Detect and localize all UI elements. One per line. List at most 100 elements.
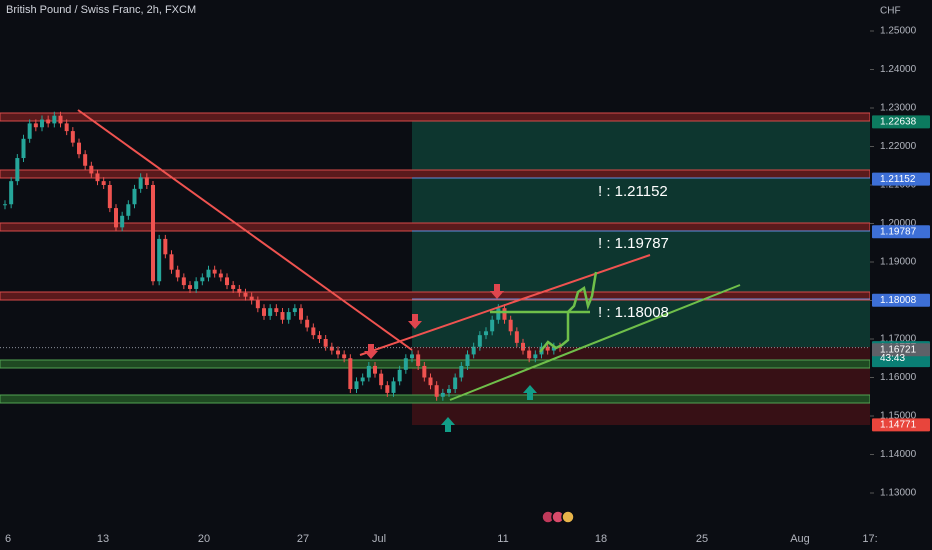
candle — [447, 389, 451, 393]
candle — [292, 308, 297, 313]
candle — [231, 285, 236, 289]
price-tag-label: 1.18008 — [880, 295, 917, 306]
candle — [545, 346, 550, 351]
candle — [422, 365, 427, 378]
candle — [262, 308, 266, 316]
candle — [323, 339, 328, 347]
resistance-zone — [0, 112, 871, 122]
price-tick-label: 1.25000 — [880, 26, 917, 37]
candle — [52, 115, 57, 124]
price-tick-label: 1.13000 — [880, 488, 917, 499]
time-tick-label: Aug — [790, 533, 810, 545]
candle — [181, 277, 186, 286]
candle — [237, 288, 242, 293]
price-tick-label: 1.15000 — [880, 411, 917, 422]
time-tick-label: 17: — [862, 533, 877, 545]
candle — [502, 308, 507, 320]
time-tick-label: 11 — [497, 533, 508, 545]
candle — [169, 254, 174, 270]
time-tick-label: 6 — [5, 533, 11, 545]
price-tag-label: 1.21152 — [880, 174, 916, 185]
candle — [114, 208, 118, 228]
candle — [514, 331, 519, 343]
price-tick-label: 1.23000 — [880, 103, 917, 114]
candle — [348, 358, 353, 390]
candle — [354, 381, 359, 390]
candle — [274, 308, 279, 313]
candle — [77, 142, 81, 155]
candle — [175, 269, 180, 278]
candle — [379, 373, 384, 386]
candle — [391, 381, 396, 393]
channel-top-line — [359, 254, 651, 356]
price-tag — [872, 343, 930, 357]
price-tick-label: 1.20000 — [880, 218, 917, 229]
candle — [120, 215, 125, 228]
sell-arrow — [408, 314, 422, 329]
candle — [206, 269, 211, 278]
candle — [126, 204, 131, 216]
candle — [268, 308, 273, 316]
price-tick-label: 1.16000 — [880, 372, 917, 383]
candle — [249, 296, 254, 301]
candle — [299, 308, 303, 320]
candle — [410, 354, 414, 359]
candle — [453, 377, 458, 390]
candle — [3, 204, 7, 206]
candle — [521, 342, 525, 351]
candle — [459, 365, 464, 378]
candle — [403, 358, 408, 370]
sell-arrow — [490, 284, 504, 299]
price-tick-label: 1.24000 — [880, 64, 917, 75]
candle — [107, 185, 112, 209]
price-tag — [872, 172, 930, 186]
price-tag — [872, 293, 930, 307]
price-tick-label: 1.22000 — [880, 141, 917, 152]
loss-zone — [412, 347, 870, 425]
candle — [329, 346, 334, 351]
price-tag — [872, 418, 930, 432]
candle — [83, 154, 88, 166]
candle — [305, 319, 310, 328]
time-tick-label: 20 — [198, 533, 210, 545]
candle — [188, 285, 192, 289]
candle — [527, 350, 532, 359]
candle — [163, 238, 168, 255]
time-tick-label: Jul — [372, 533, 386, 545]
candle — [366, 365, 371, 378]
price-tick-label: 1.19000 — [880, 257, 917, 268]
candle — [64, 123, 69, 132]
candle — [46, 119, 51, 124]
price-tag — [872, 115, 930, 129]
price-tag-label: 1.16721 — [880, 344, 917, 355]
candle — [416, 354, 421, 366]
time-tick-label: 27 — [297, 533, 309, 545]
bar-countdown: 43:43 — [880, 353, 905, 364]
candle — [212, 269, 217, 274]
candle — [317, 335, 322, 339]
candle — [225, 277, 229, 286]
candle — [132, 188, 137, 205]
candle — [40, 119, 44, 128]
candle — [471, 346, 476, 355]
candle — [27, 123, 32, 139]
candle — [218, 273, 223, 278]
sell-arrow — [364, 344, 378, 359]
uptrend-line — [449, 284, 741, 401]
candle — [243, 292, 248, 297]
candle — [477, 335, 482, 347]
level-annotation: ! : 1.19787 — [598, 235, 669, 252]
level-annotation: ! : 1.18008 — [598, 304, 669, 321]
candle — [58, 115, 63, 124]
candle — [15, 158, 20, 182]
candle — [440, 392, 445, 397]
time-tick-label: 25 — [696, 533, 708, 545]
resistance-zone — [0, 169, 871, 179]
price-axis — [870, 0, 932, 550]
symbol-title[interactable]: British Pound / Swiss Franc, 2h, FXCM — [6, 4, 196, 16]
time-tick-label: 13 — [97, 533, 109, 545]
resistance-zone — [0, 222, 871, 232]
candle — [144, 177, 149, 185]
candle — [336, 350, 340, 355]
